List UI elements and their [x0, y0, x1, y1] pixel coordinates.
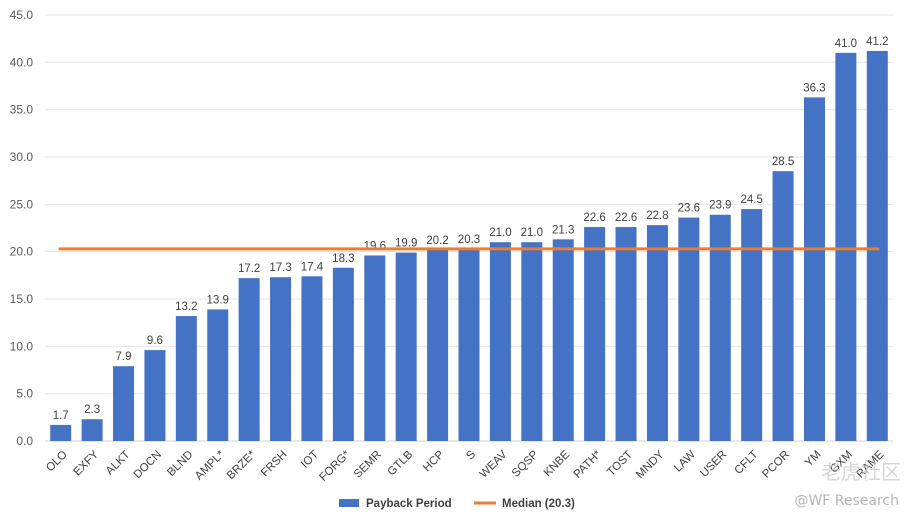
data-label: 19.9 — [395, 238, 417, 250]
data-label: 36.3 — [803, 82, 825, 94]
bar-knbe — [552, 239, 574, 441]
bar-hcp — [427, 249, 449, 441]
data-label: 17.2 — [238, 263, 260, 275]
y-tick-label: 30.0 — [10, 150, 34, 164]
bar-brze — [238, 278, 260, 441]
data-label: 22.6 — [615, 212, 637, 224]
x-tick-label: EXFY — [72, 448, 102, 478]
bar-exfy — [81, 419, 103, 441]
x-tick-label: FORG* — [317, 448, 353, 484]
bar-forg — [332, 267, 354, 441]
bar-gxm — [835, 52, 857, 441]
watermark-brand: 老虎社区 — [821, 460, 901, 484]
x-tick-label: FRSH — [259, 449, 290, 480]
legend-label-median: Median (20.3) — [502, 498, 575, 510]
bar-tost — [615, 227, 637, 441]
watermark-credit: @WF Research — [794, 493, 899, 509]
x-tick-label: S — [464, 448, 478, 462]
x-tick-label: GTLB — [386, 448, 416, 478]
y-axis-tick-labels: 0.0 5.0 10.0 15.0 20.0 25.0 30.0 35.0 40.0 45.0 — [10, 8, 34, 448]
data-label: 23.6 — [678, 203, 700, 215]
bar-mndy — [646, 225, 668, 441]
data-label: 17.4 — [301, 261, 324, 273]
bar-blnd — [175, 316, 197, 441]
data-label: 18.3 — [332, 253, 354, 265]
data-label: 2.3 — [84, 404, 100, 416]
x-tick-label: MNDY — [634, 448, 667, 481]
x-tick-label: LAW — [672, 449, 698, 475]
y-tick-label: 45.0 — [10, 8, 34, 22]
data-label: 17.3 — [269, 262, 291, 274]
x-tick-label: SQSP — [510, 448, 541, 479]
data-label: 21.0 — [521, 227, 543, 239]
data-label: 28.5 — [772, 156, 794, 168]
bar-iot — [301, 276, 323, 441]
y-tick-label: 20.0 — [10, 245, 34, 259]
x-tick-label: PATH* — [572, 448, 605, 481]
x-tick-label: IOT — [299, 449, 321, 471]
bar-pcor — [772, 171, 794, 441]
bar-law — [678, 217, 700, 441]
x-tick-label: DOCN — [132, 449, 164, 481]
x-tick-label: TOST — [605, 449, 635, 479]
legend-label-payback: Payback Period — [366, 498, 452, 510]
data-label: 20.3 — [458, 234, 480, 246]
x-tick-label: AMPL* — [193, 448, 227, 482]
x-tick-label: ALKT — [104, 449, 133, 478]
x-tick-label: WEAV — [478, 448, 510, 480]
bar-rame — [866, 50, 888, 442]
y-tick-label: 25.0 — [10, 197, 34, 211]
bar-cflt — [741, 209, 763, 441]
bar-user — [709, 214, 731, 441]
bar-docn — [144, 350, 166, 441]
bar-weav — [489, 242, 511, 441]
bar-semr — [364, 255, 386, 441]
x-tick-label: CFLT — [733, 449, 761, 477]
bar-ym — [803, 97, 825, 442]
bar-path — [584, 227, 606, 441]
x-tick-label: BRZE* — [225, 448, 259, 482]
bar-data-labels: 1.7 2.3 7.9 9.6 13.2 13.9 17.2 17.3 17.4 18.3 19.6… — [53, 36, 889, 422]
data-label: 22.6 — [583, 212, 605, 224]
x-tick-label: KNBE — [542, 448, 573, 479]
bar-ampl — [207, 309, 229, 441]
x-tick-label: SEMR — [352, 449, 384, 481]
data-label: 21.3 — [552, 224, 574, 236]
x-tick-label: USER — [698, 449, 729, 480]
bar-s — [458, 248, 480, 441]
data-label: 41.0 — [835, 38, 857, 50]
data-label: 19.6 — [364, 240, 386, 252]
data-label: 24.5 — [740, 194, 762, 206]
data-label: 41.2 — [866, 36, 888, 48]
bar-olo — [50, 424, 72, 441]
legend-swatch-bar — [339, 499, 359, 507]
bar-series — [50, 50, 888, 442]
data-label: 23.9 — [709, 200, 731, 212]
data-label: 21.0 — [489, 227, 511, 239]
data-label: 7.9 — [116, 351, 132, 363]
x-tick-label: OLO — [44, 449, 70, 475]
data-label: 22.8 — [646, 210, 668, 222]
legend: Payback Period Median (20.3) — [339, 498, 575, 510]
x-tick-label: HCP — [421, 448, 447, 474]
y-tick-label: 40.0 — [10, 55, 34, 69]
y-tick-label: 5.0 — [16, 387, 33, 401]
x-tick-label: BLND — [165, 449, 195, 479]
bar-frsh — [270, 277, 292, 441]
bar-sqsp — [521, 242, 543, 441]
data-label: 13.9 — [207, 294, 229, 306]
data-label: 1.7 — [53, 410, 69, 422]
y-tick-label: 0.0 — [16, 434, 33, 448]
y-tick-label: 35.0 — [10, 103, 34, 117]
x-tick-label: PCOR — [760, 449, 792, 481]
y-tick-label: 10.0 — [10, 339, 34, 353]
y-tick-label: 15.0 — [10, 292, 34, 306]
bar-alkt — [113, 366, 135, 441]
bar-gtlb — [395, 252, 417, 441]
data-label: 9.6 — [147, 335, 163, 347]
data-label: 13.2 — [175, 301, 197, 313]
data-label: 20.2 — [426, 235, 448, 247]
